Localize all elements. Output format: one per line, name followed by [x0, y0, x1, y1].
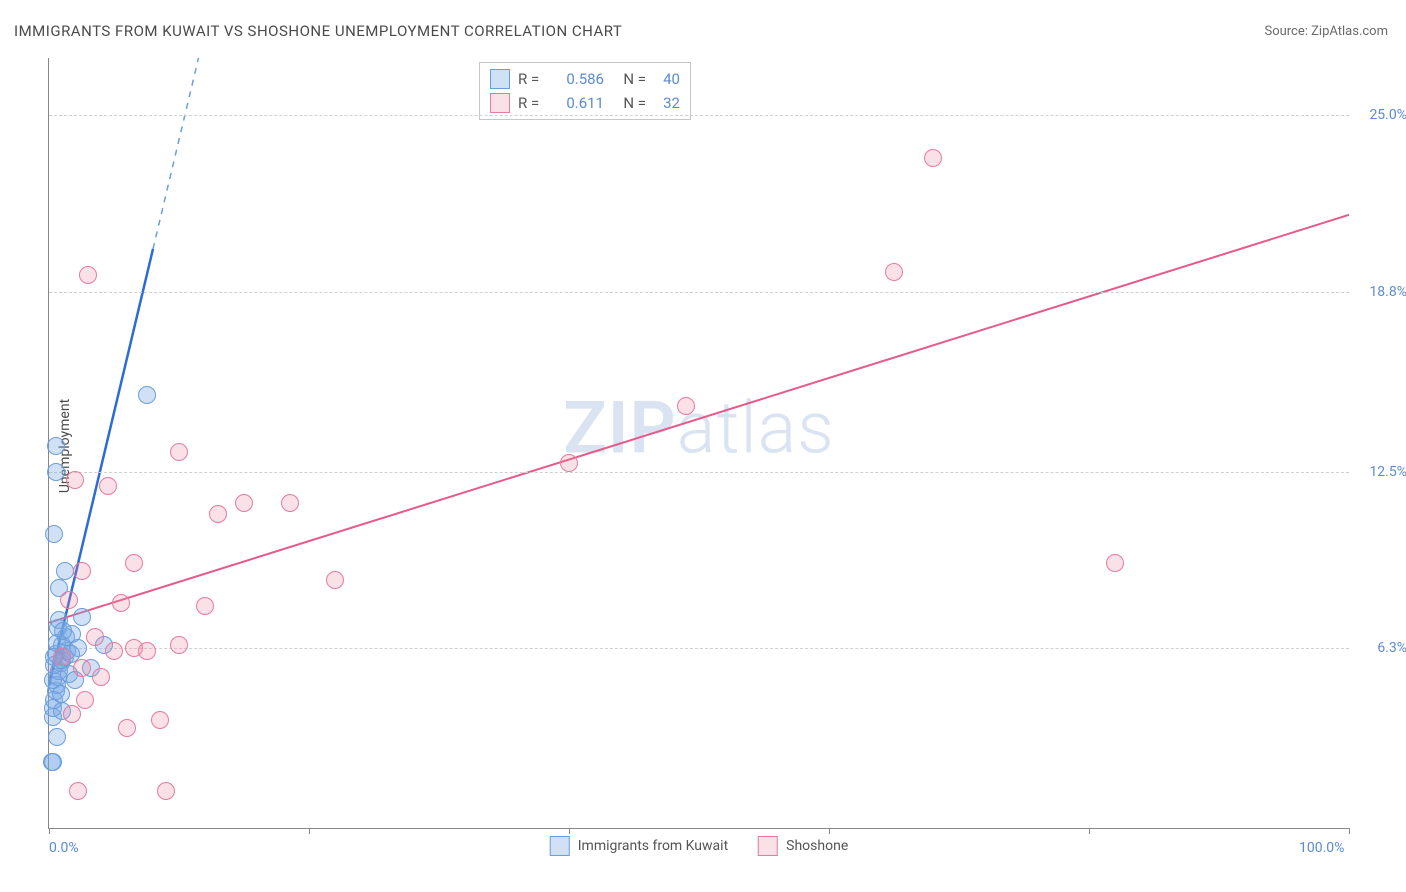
x-tick [1089, 828, 1090, 834]
data-point [138, 386, 156, 404]
data-point [196, 597, 214, 615]
gridline [49, 472, 1349, 473]
data-point [924, 149, 942, 167]
x-tick [1349, 828, 1350, 834]
data-point [47, 437, 65, 455]
data-point [45, 525, 63, 543]
data-point [73, 659, 91, 677]
x-tick [569, 828, 570, 834]
data-point [48, 728, 66, 746]
swatch-pink-icon [758, 836, 778, 856]
data-point [560, 454, 578, 472]
data-point [1106, 554, 1124, 572]
x-tick [49, 828, 50, 834]
source-label: Source: ZipAtlas.com [1264, 24, 1388, 39]
data-point [76, 691, 94, 709]
trend-line [153, 58, 199, 249]
data-point [112, 594, 130, 612]
legend-item: Shoshone [758, 836, 848, 856]
data-point [66, 471, 84, 489]
y-tick-label: 25.0% [1369, 107, 1406, 123]
data-point [326, 571, 344, 589]
data-point [157, 782, 175, 800]
y-tick-label: 18.8% [1369, 284, 1406, 300]
swatch-blue-icon [550, 836, 570, 856]
data-point [677, 397, 695, 415]
x-tick-label: 100.0% [1299, 840, 1344, 856]
data-point [73, 562, 91, 580]
plot-area: ZIPatlas R = 0.586 N = 40 R = 0.611 N = … [48, 58, 1349, 829]
data-point [54, 622, 72, 640]
legend-label: Immigrants from Kuwait [578, 838, 728, 854]
data-point [52, 685, 70, 703]
data-point [56, 562, 74, 580]
data-point [92, 668, 110, 686]
data-point [235, 494, 253, 512]
data-point [125, 554, 143, 572]
data-point [209, 505, 227, 523]
data-point [170, 636, 188, 654]
trend-line [49, 215, 1349, 623]
x-tick-label: 0.0% [49, 840, 79, 856]
data-point [73, 608, 91, 626]
data-point [53, 648, 71, 666]
data-point [99, 477, 117, 495]
data-point [79, 266, 97, 284]
legend-item: Immigrants from Kuwait [550, 836, 728, 856]
data-point [138, 642, 156, 660]
data-point [47, 463, 65, 481]
legend-label: Shoshone [786, 838, 848, 854]
data-point [60, 591, 78, 609]
x-tick [829, 828, 830, 834]
data-point [151, 711, 169, 729]
gridline [49, 648, 1349, 649]
y-tick-label: 6.3% [1377, 640, 1406, 656]
data-point [170, 443, 188, 461]
data-point [44, 753, 62, 771]
data-point [281, 494, 299, 512]
gridline [49, 292, 1349, 293]
chart-title: IMMIGRANTS FROM KUWAIT VS SHOSHONE UNEMP… [14, 22, 622, 40]
data-point [105, 642, 123, 660]
y-tick-label: 12.5% [1369, 464, 1406, 480]
data-point [118, 719, 136, 737]
trend-lines-svg [49, 58, 1349, 828]
data-point [69, 782, 87, 800]
x-tick [309, 828, 310, 834]
data-point [63, 705, 81, 723]
data-point [86, 628, 104, 646]
gridline [49, 115, 1349, 116]
legend-bottom: Immigrants from Kuwait Shoshone [550, 836, 849, 856]
data-point [885, 263, 903, 281]
